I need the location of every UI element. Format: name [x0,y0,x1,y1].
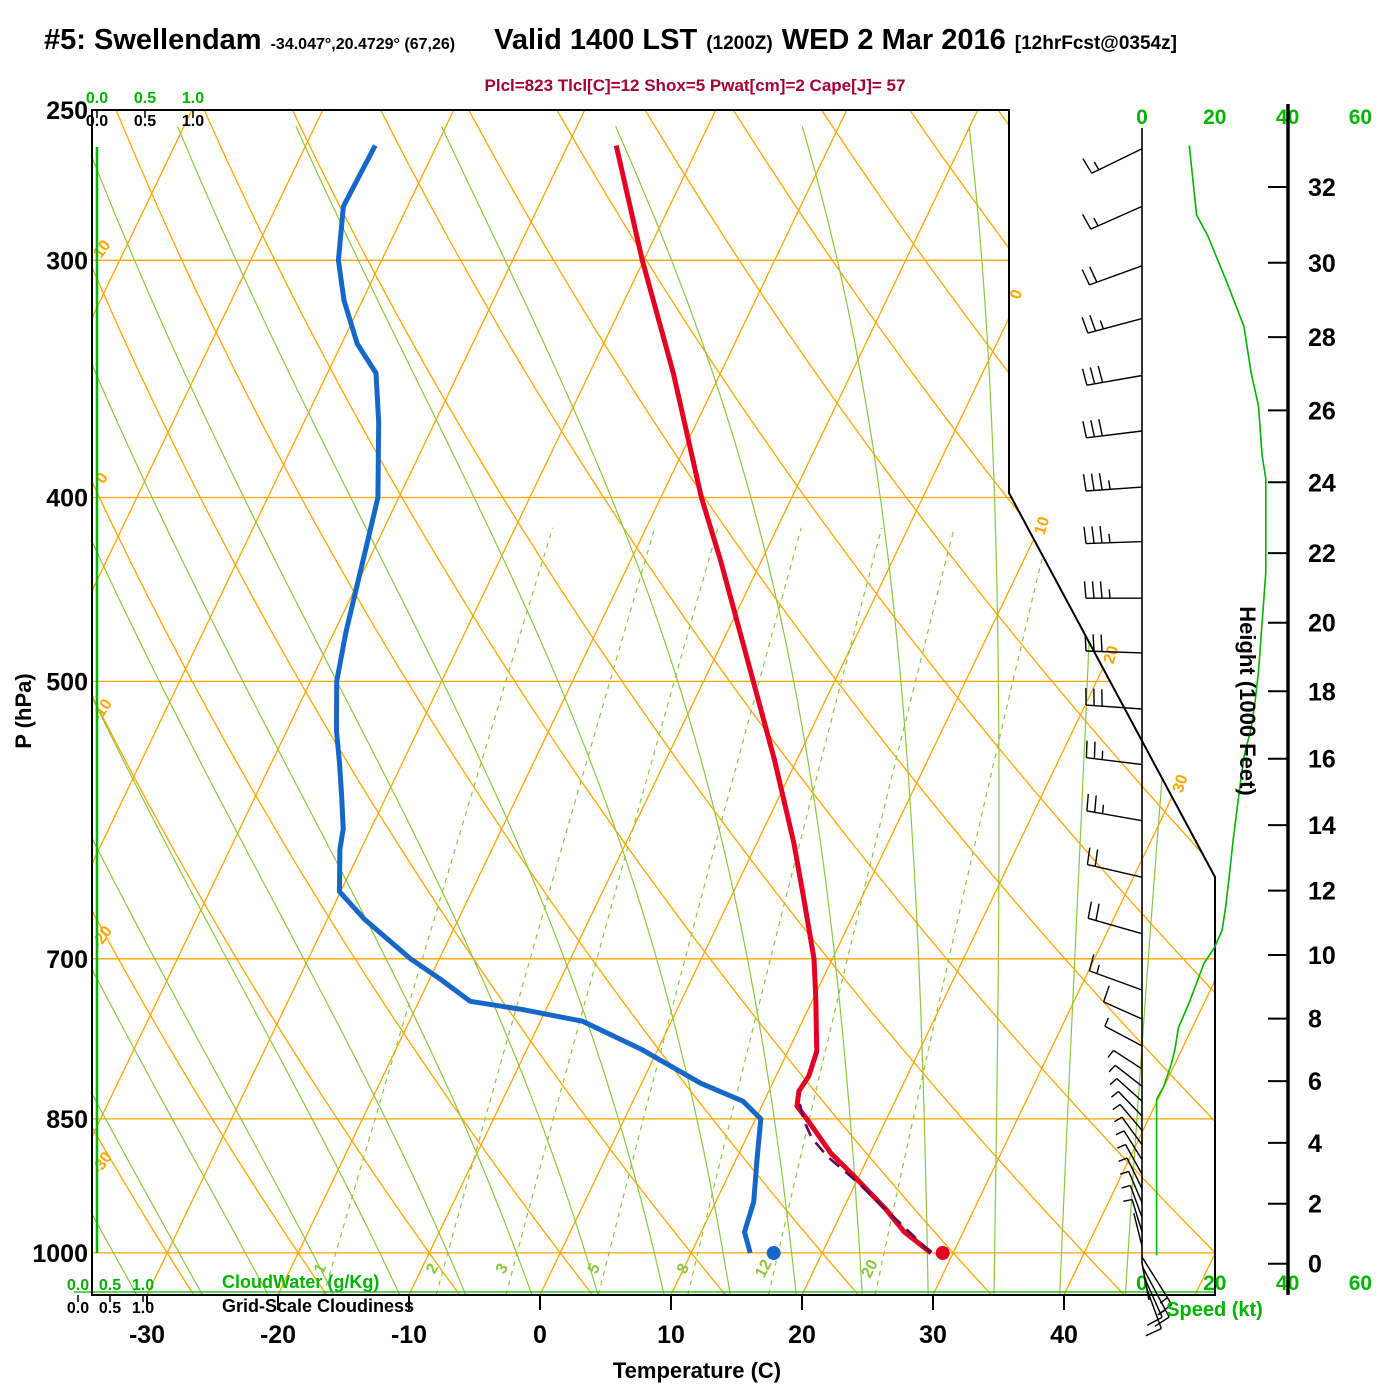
svg-text:12: 12 [752,1257,775,1281]
svg-text:20: 20 [1101,644,1123,666]
svg-text:1.0: 1.0 [182,113,204,130]
svg-text:0.5: 0.5 [99,1277,121,1294]
cloudwater-axis-title: CloudWater (g/Kg) [222,1272,380,1292]
svg-text:0.5: 0.5 [134,113,156,130]
stability-indices: Plcl=823 Tlcl[C]=12 Shox=5 Pwat[cm]=2 Ca… [484,76,906,95]
valid-date: WED 2 Mar 2016 [781,24,1006,56]
green-grid-moist-adiabats-mixing-lines [92,126,1215,1295]
svg-text:500: 500 [46,668,88,696]
valid-zulu: (1200Z) [706,33,773,54]
svg-text:28: 28 [1308,324,1336,352]
svg-text:1.0: 1.0 [182,90,204,107]
svg-text:300: 300 [46,247,88,275]
svg-text:-20: -20 [260,1321,296,1349]
station-title: #5: Swellendam [44,24,262,56]
svg-text:10: 10 [90,237,114,261]
title-row: #5: Swellendam -34.047°,20.4729° (67,26)… [44,24,1396,57]
svg-text:20: 20 [1203,106,1226,129]
svg-text:0.5: 0.5 [99,1300,121,1317]
svg-text:40: 40 [1050,1321,1078,1349]
svg-text:30: 30 [919,1321,947,1349]
svg-text:5: 5 [585,1261,604,1277]
svg-text:1.0: 1.0 [132,1300,154,1317]
station-coords: -34.047°,20.4729° (67,26) [270,36,456,53]
svg-text:26: 26 [1308,397,1336,425]
svg-text:20: 20 [788,1321,816,1349]
sounding-profiles [333,144,950,1260]
svg-text:2: 2 [1308,1191,1322,1219]
orange-grid-isobars-isotherms-adiabats [92,110,1215,1295]
svg-text:20: 20 [1203,1272,1226,1295]
forecast-note: [12hrFcst@0354z] [1014,33,1177,54]
svg-text:18: 18 [1308,678,1336,706]
svg-text:-10: -10 [391,1321,427,1349]
svg-text:0: 0 [93,470,112,487]
svg-text:0: 0 [1007,288,1026,302]
height-axis-title: Height (1000 Feet) [1235,606,1260,796]
svg-text:1000: 1000 [32,1240,88,1268]
svg-text:6: 6 [1308,1068,1322,1096]
svg-text:0: 0 [1136,1272,1148,1295]
svg-text:20: 20 [858,1257,881,1281]
temperature-axis-title: Temperature (C) [612,1358,782,1383]
wind-barb-column [1081,128,1267,1337]
svg-text:10: 10 [1308,942,1336,970]
cloudiness-axis-title: Grid-Scale Cloudiness [222,1296,415,1316]
pressure-axis-title: P (hPa) [11,673,36,749]
svg-text:0.0: 0.0 [67,1277,89,1294]
svg-text:60: 60 [1349,1272,1372,1295]
valid-time: Valid 1400 LST [494,24,698,56]
svg-text:700: 700 [46,946,88,974]
svg-text:10: 10 [1032,515,1054,537]
svg-text:22: 22 [1308,540,1336,568]
cloudwater-profile-line [74,147,1215,1293]
svg-text:8: 8 [1308,1006,1322,1034]
svg-text:16: 16 [1308,746,1336,774]
svg-text:8: 8 [674,1261,693,1277]
svg-text:30: 30 [1170,773,1192,795]
svg-text:0.0: 0.0 [67,1300,89,1317]
svg-text:12: 12 [1308,878,1336,906]
svg-text:0: 0 [1136,106,1148,129]
svg-text:850: 850 [46,1106,88,1134]
svg-text:24: 24 [1308,469,1336,497]
svg-text:4: 4 [1308,1130,1322,1158]
svg-text:20: 20 [1308,610,1336,638]
speed-axis-title: Speed (kt) [1166,1299,1263,1321]
svg-text:250: 250 [46,97,88,125]
svg-text:0.0: 0.0 [86,90,108,107]
svg-text:32: 32 [1308,174,1336,202]
svg-text:2: 2 [423,1261,442,1277]
svg-text:0: 0 [1308,1251,1322,1279]
svg-text:0.5: 0.5 [134,90,156,107]
svg-text:0.0: 0.0 [86,113,108,130]
svg-text:1.0: 1.0 [132,1277,154,1294]
svg-text:30: 30 [1308,250,1336,278]
svg-text:400: 400 [46,484,88,512]
svg-text:14: 14 [1308,812,1336,840]
svg-text:-30: -30 [129,1321,165,1349]
plot-frame [91,109,1216,1296]
svg-text:60: 60 [1349,106,1372,129]
svg-text:3: 3 [493,1261,512,1277]
svg-text:10: 10 [657,1321,685,1349]
svg-text:0: 0 [533,1321,547,1349]
